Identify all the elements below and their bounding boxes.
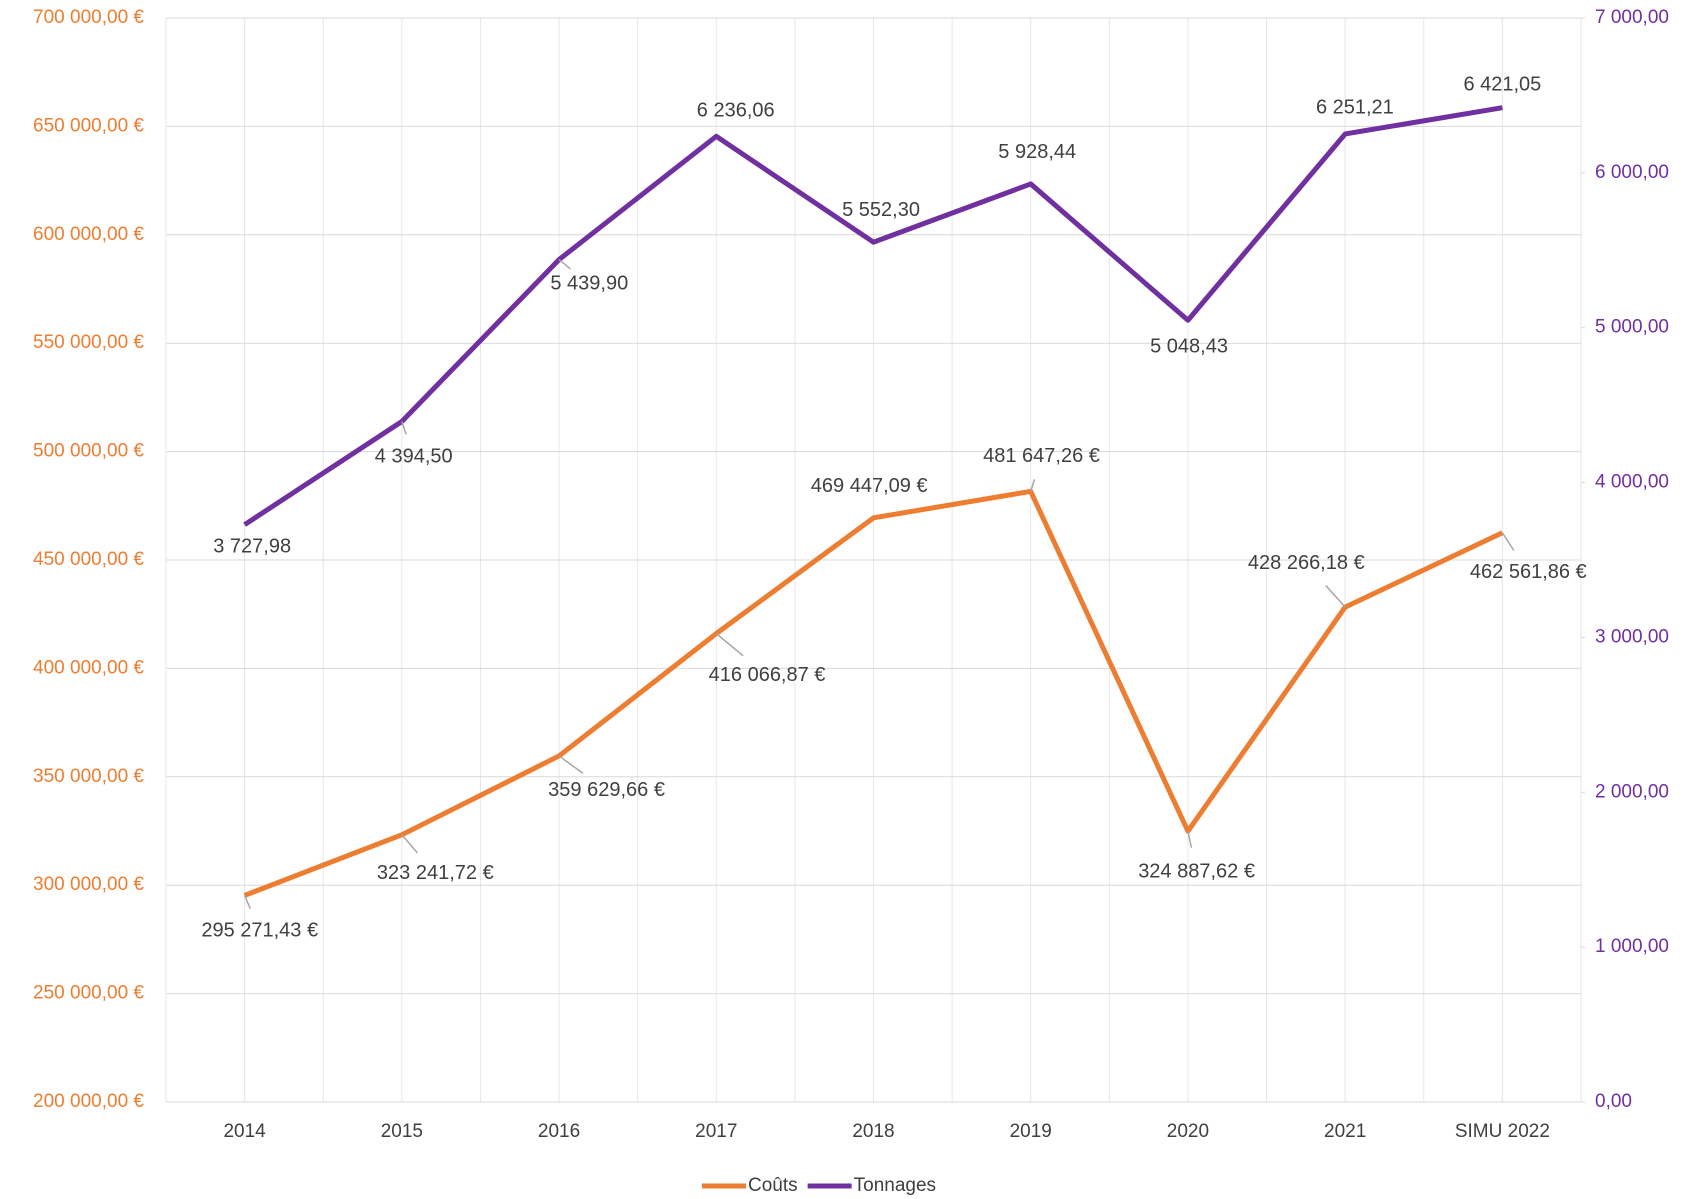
y2-tick-label: 3 000,00 xyxy=(1595,626,1669,647)
y2-tick-label: 5 000,00 xyxy=(1595,317,1669,338)
legend-label: Coûts xyxy=(748,1175,798,1196)
data-label: 6 421,05 xyxy=(1463,73,1541,95)
data-label: 481 647,26 € xyxy=(983,445,1100,467)
x-tick-label: 2017 xyxy=(695,1121,737,1142)
y2-tick-label: 4 000,00 xyxy=(1595,472,1669,493)
leader-line xyxy=(243,895,251,910)
data-label: 3 727,98 xyxy=(213,536,291,558)
y-tick-label: 500 000,00 € xyxy=(33,441,144,462)
leader-line xyxy=(401,421,407,435)
data-label: 5 048,43 xyxy=(1150,335,1228,357)
data-label: 469 447,09 € xyxy=(811,475,928,497)
series-line xyxy=(243,488,1504,898)
data-label: 5 928,44 xyxy=(998,141,1076,163)
data-label: 359 629,66 € xyxy=(548,779,665,801)
x-tick-label: SIMU 2022 xyxy=(1455,1121,1550,1142)
y-tick-label: 700 000,00 € xyxy=(33,7,144,28)
x-tick-label: 2019 xyxy=(1010,1121,1052,1142)
x-tick-label: 2014 xyxy=(223,1121,266,1142)
series-line xyxy=(243,105,1503,527)
data-label: 5 552,30 xyxy=(842,199,920,221)
leader-line xyxy=(1325,585,1346,608)
y-tick-label: 550 000,00 € xyxy=(33,332,144,353)
legend-label: Tonnages xyxy=(854,1175,936,1196)
x-tick-label: 2016 xyxy=(538,1121,580,1142)
data-label: 462 561,86 € xyxy=(1470,561,1587,583)
y-tick-label: 450 000,00 € xyxy=(33,549,144,570)
y-tick-label: 600 000,00 € xyxy=(33,224,144,245)
data-label: 295 271,43 € xyxy=(201,919,318,941)
y-tick-label: 250 000,00 € xyxy=(33,983,144,1004)
data-label: 4 394,50 xyxy=(375,445,453,467)
leader-line xyxy=(558,755,584,774)
x-tick-label: 2021 xyxy=(1324,1121,1366,1142)
leader-line xyxy=(401,834,418,854)
y-tick-label: 200 000,00 € xyxy=(33,1091,144,1112)
data-label: 6 251,21 xyxy=(1316,96,1394,118)
leader-line xyxy=(1030,479,1036,492)
data-label: 324 887,62 € xyxy=(1138,861,1255,883)
data-label: 323 241,72 € xyxy=(377,862,494,884)
y2-tick-label: 6 000,00 xyxy=(1595,162,1669,183)
data-label: 6 236,06 xyxy=(697,100,775,122)
leader-line xyxy=(715,632,744,657)
y-tick-label: 400 000,00 € xyxy=(33,657,144,678)
data-label: 416 066,87 € xyxy=(709,664,826,686)
x-tick-label: 2018 xyxy=(852,1121,894,1142)
x-tick-label: 2020 xyxy=(1167,1121,1209,1142)
x-tick-label: 2015 xyxy=(381,1121,423,1142)
data-label: 428 266,18 € xyxy=(1248,552,1365,574)
leader-line xyxy=(1187,831,1193,848)
y2-tick-label: 7 000,00 xyxy=(1595,7,1669,28)
y2-tick-label: 2 000,00 xyxy=(1595,781,1669,802)
y2-tick-label: 0,00 xyxy=(1595,1091,1632,1112)
y-tick-label: 650 000,00 € xyxy=(33,115,144,136)
data-label: 5 439,90 xyxy=(550,273,628,295)
leader-line xyxy=(1501,532,1515,551)
y-tick-label: 350 000,00 € xyxy=(33,766,144,787)
y2-tick-label: 1 000,00 xyxy=(1595,936,1669,957)
y-tick-label: 300 000,00 € xyxy=(33,874,144,895)
leader-line xyxy=(558,259,571,270)
